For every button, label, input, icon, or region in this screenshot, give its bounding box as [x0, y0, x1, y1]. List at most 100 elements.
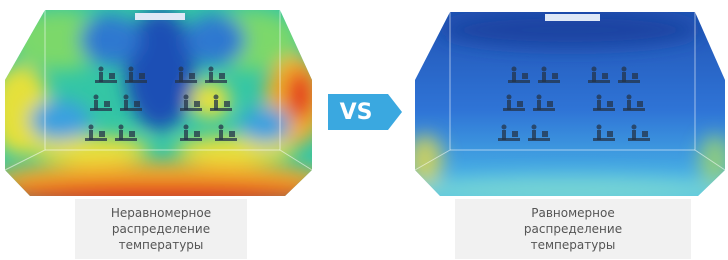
head: [597, 95, 602, 100]
person: [597, 100, 601, 110]
caption-right: Равномерное распределение температуры: [455, 199, 691, 259]
head: [542, 67, 547, 72]
page: VS Неравномерное распределение температу…: [0, 0, 728, 260]
head: [119, 125, 124, 130]
even-heatmap: [407, 0, 728, 200]
head: [214, 95, 219, 100]
head: [124, 95, 129, 100]
person: [214, 100, 218, 110]
desk: [175, 80, 197, 83]
illustration: VS: [0, 0, 728, 200]
head: [129, 67, 134, 72]
desk: [95, 80, 117, 83]
person: [512, 72, 516, 82]
head: [597, 125, 602, 130]
head: [219, 125, 224, 130]
person: [632, 130, 636, 140]
vs-label: VS: [340, 100, 373, 125]
heat-zone: [240, 107, 290, 143]
desk: [538, 80, 560, 83]
monitor: [607, 131, 613, 137]
person: [622, 72, 626, 82]
person: [537, 100, 541, 110]
monitor: [224, 101, 230, 107]
person: [184, 100, 188, 110]
desk: [180, 108, 202, 111]
monitor: [189, 73, 195, 79]
desk: [90, 108, 112, 111]
monitor: [602, 73, 608, 79]
comparison: VS Неравномерное распределение температу…: [0, 0, 728, 260]
person: [89, 130, 93, 140]
monitor: [219, 73, 225, 79]
monitor: [134, 101, 140, 107]
ac-unit: [135, 13, 185, 20]
caption-line: распределение: [455, 221, 691, 237]
head: [89, 125, 94, 130]
desk: [498, 138, 520, 141]
person: [209, 72, 213, 82]
desk: [628, 138, 650, 141]
monitor: [512, 131, 518, 137]
head: [532, 125, 537, 130]
desk: [85, 138, 107, 141]
heat-zone: [407, 135, 443, 185]
heat-zone: [185, 15, 245, 65]
head: [184, 95, 189, 100]
monitor: [517, 101, 523, 107]
caption-line: температуры: [455, 237, 691, 253]
person: [592, 72, 596, 82]
desk: [210, 108, 232, 111]
person: [179, 72, 183, 82]
caption-line: распределение: [75, 221, 247, 237]
vs-badge: VS: [328, 94, 402, 130]
caption-line: температуры: [75, 237, 247, 253]
person: [597, 130, 601, 140]
monitor: [229, 131, 235, 137]
head: [94, 95, 99, 100]
person: [507, 100, 511, 110]
person: [119, 130, 123, 140]
person: [627, 100, 631, 110]
monitor: [542, 131, 548, 137]
desk: [503, 108, 525, 111]
heat-zone: [286, 70, 314, 120]
head: [512, 67, 517, 72]
monitor: [194, 131, 200, 137]
desk: [115, 138, 137, 141]
desk: [593, 138, 615, 141]
head: [592, 67, 597, 72]
desk: [508, 80, 530, 83]
head: [632, 125, 637, 130]
caption-left: Неравномерное распределение температуры: [75, 199, 247, 259]
head: [507, 95, 512, 100]
monitor: [607, 101, 613, 107]
monitor: [552, 73, 558, 79]
head: [209, 67, 214, 72]
heat-zone: [190, 82, 230, 118]
head: [537, 95, 542, 100]
person: [129, 72, 133, 82]
desk: [593, 108, 615, 111]
person: [542, 72, 546, 82]
desk: [533, 108, 555, 111]
desk: [125, 80, 147, 83]
head: [99, 67, 104, 72]
person: [532, 130, 536, 140]
desk: [528, 138, 550, 141]
heat-zone: [30, 100, 90, 140]
monitor: [139, 73, 145, 79]
head: [184, 125, 189, 130]
monitor: [104, 101, 110, 107]
heat-zone: [80, 15, 140, 65]
ac-unit: [545, 14, 600, 21]
person: [184, 130, 188, 140]
person: [502, 130, 506, 140]
desk: [205, 80, 227, 83]
monitor: [522, 73, 528, 79]
desk: [588, 80, 610, 83]
monitor: [194, 101, 200, 107]
monitor: [109, 73, 115, 79]
monitor: [547, 101, 553, 107]
monitor: [637, 101, 643, 107]
